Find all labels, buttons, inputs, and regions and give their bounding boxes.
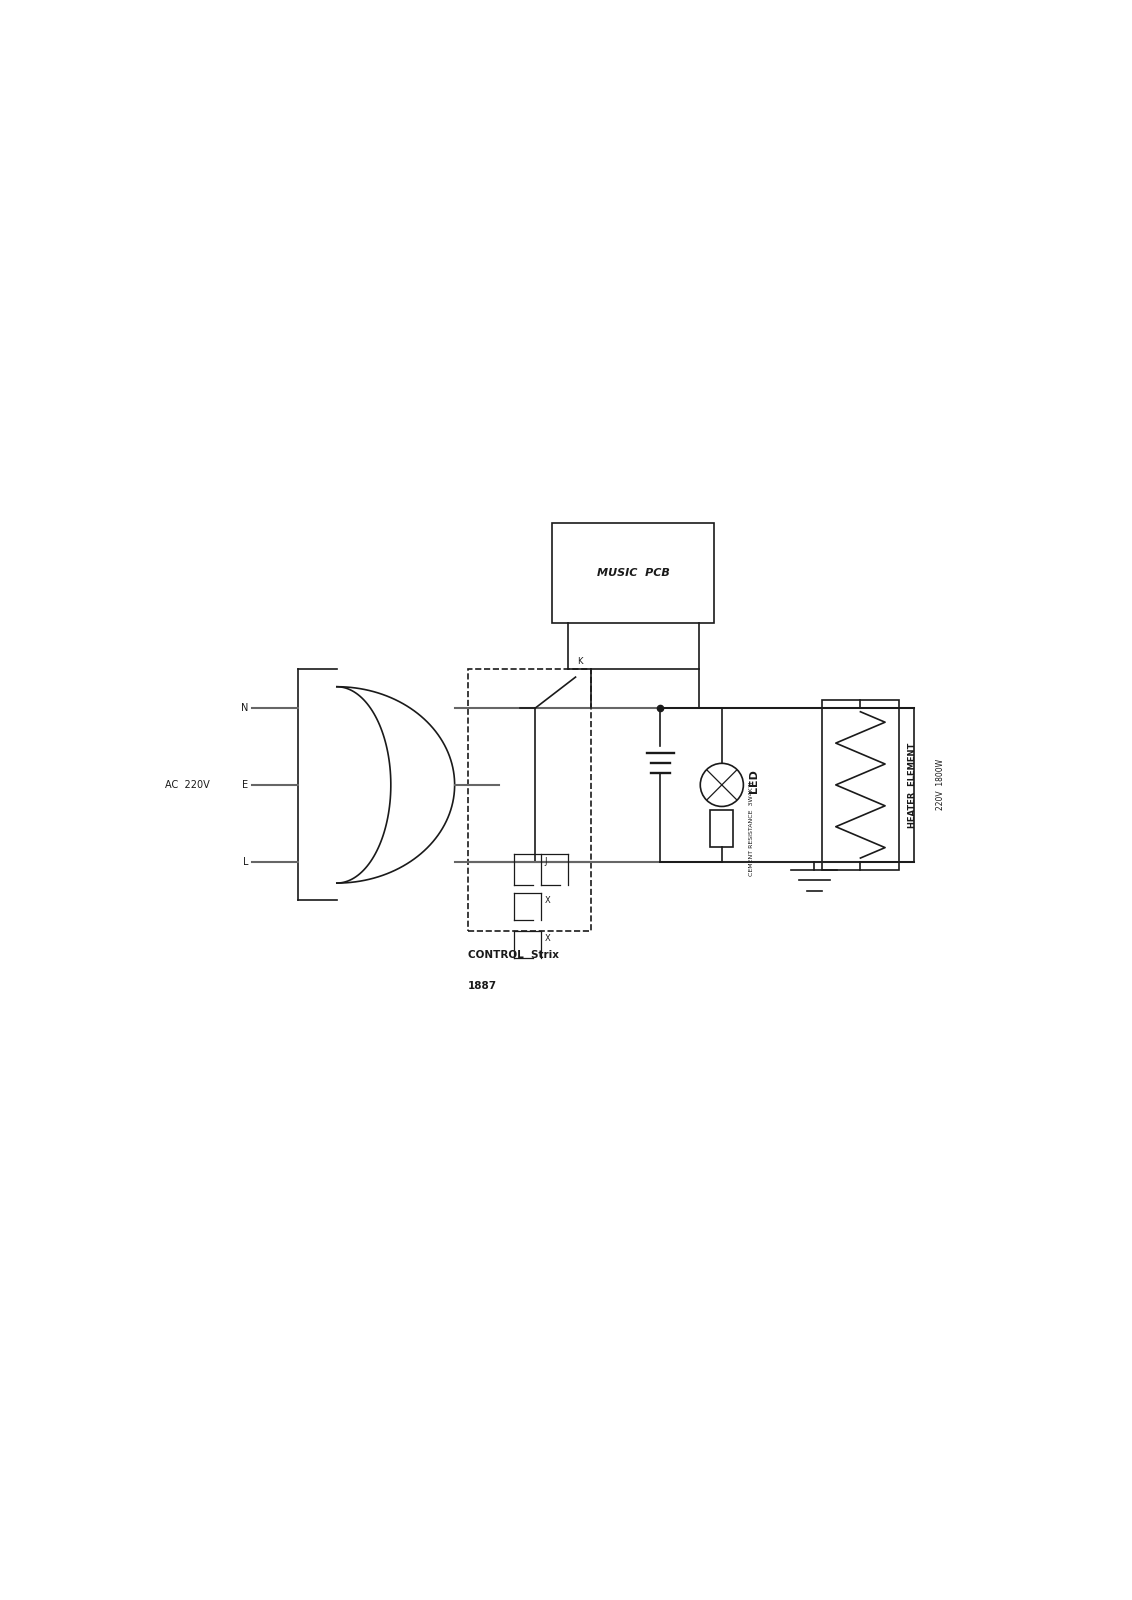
- Text: X: X: [544, 896, 550, 906]
- Text: N: N: [241, 702, 248, 714]
- Text: HEATER  ELEMENT: HEATER ELEMENT: [908, 742, 917, 827]
- Text: E: E: [242, 779, 248, 790]
- Text: AC  220V: AC 220V: [165, 779, 209, 790]
- Bar: [822, 701, 899, 870]
- Bar: [552, 523, 714, 622]
- Text: K: K: [576, 656, 582, 666]
- Text: CEMENT RESISTANCE  3W4K7J: CEMENT RESISTANCE 3W4K7J: [748, 781, 754, 875]
- Text: J: J: [544, 858, 547, 867]
- Text: 220V  1800W: 220V 1800W: [936, 760, 945, 811]
- Text: L: L: [242, 858, 248, 867]
- Bar: [710, 810, 734, 846]
- Text: 1887: 1887: [468, 981, 497, 992]
- Text: MUSIC  PCB: MUSIC PCB: [597, 568, 670, 578]
- Text: X: X: [544, 934, 550, 944]
- Text: CONTROL  Strix: CONTROL Strix: [468, 950, 559, 960]
- Text: LED: LED: [748, 770, 758, 794]
